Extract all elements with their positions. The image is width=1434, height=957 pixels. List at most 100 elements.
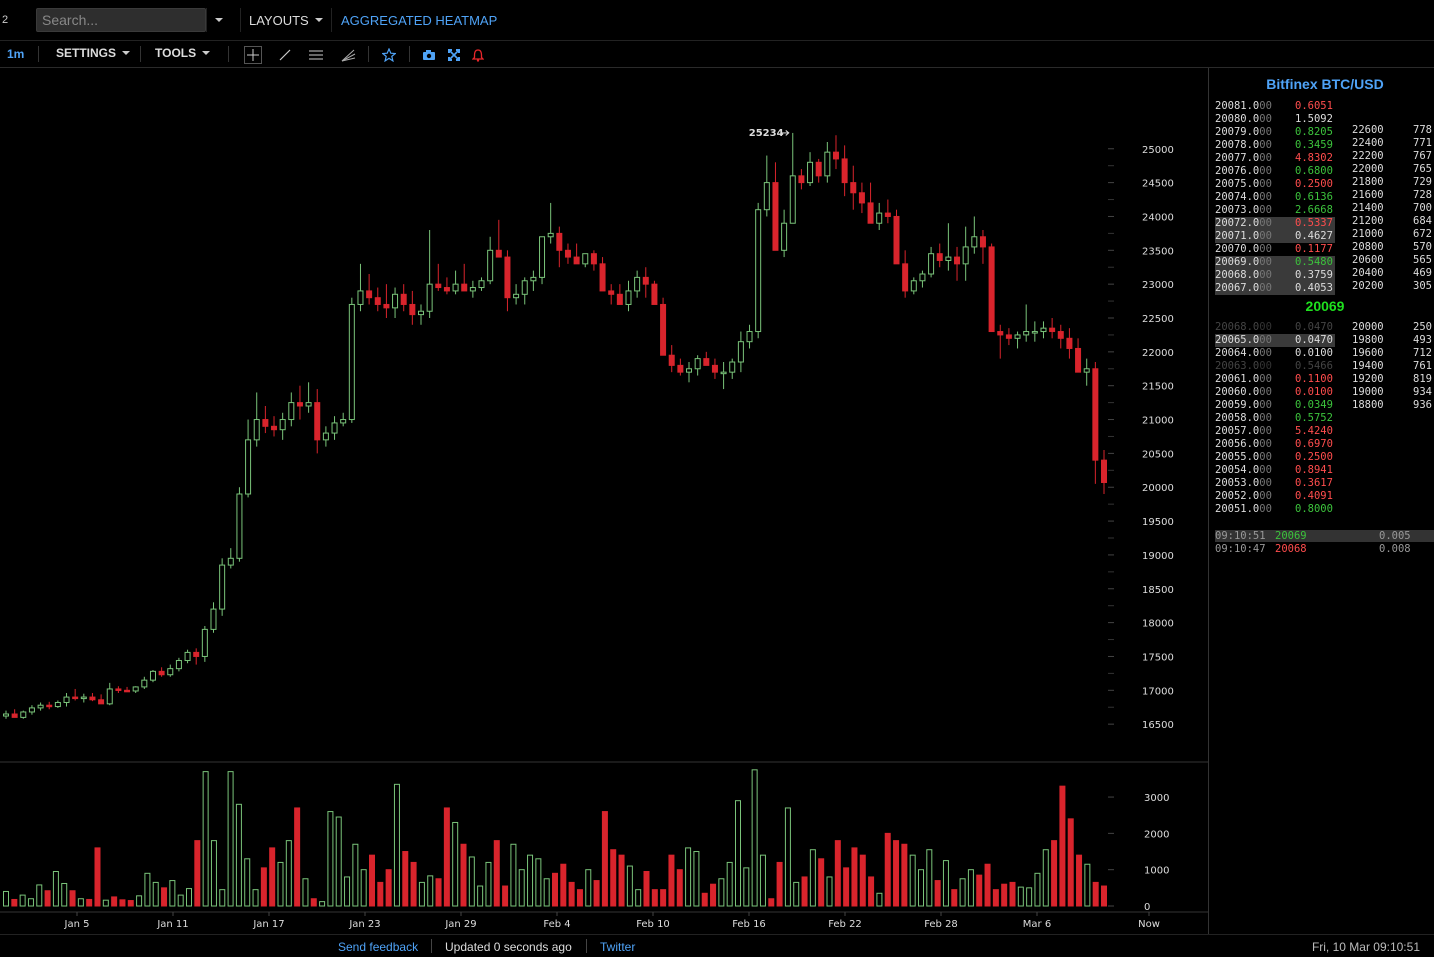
depth-price: 21600: [1352, 189, 1384, 201]
candle-body: [642, 276, 649, 285]
depth-row: 22400 771: [1352, 137, 1432, 150]
volume-bar: [868, 876, 875, 907]
order-book-row[interactable]: 20054.000 0.8941: [1215, 464, 1335, 477]
order-book-row[interactable]: 20081.000 0.6051: [1215, 100, 1335, 113]
order-book-row[interactable]: 20065.000 0.0470: [1215, 334, 1335, 347]
order-amount: 0.2500: [1295, 178, 1333, 190]
order-book-row[interactable]: 20072.000 0.5337: [1215, 217, 1335, 230]
volume-bar: [460, 843, 467, 907]
order-book-row[interactable]: 20052.000 0.4091: [1215, 490, 1335, 503]
order-book-row[interactable]: 20064.000 0.0100: [1215, 347, 1335, 360]
order-book-row[interactable]: 20063.000 0.5466: [1215, 360, 1335, 373]
order-book-row[interactable]: 20051.000 0.8000: [1215, 503, 1335, 516]
order-book-row[interactable]: 20059.000 0.0349: [1215, 399, 1335, 412]
order-book-row[interactable]: 20076.000 0.6800: [1215, 165, 1335, 178]
crosshair-icon[interactable]: [244, 46, 262, 64]
search-input[interactable]: [36, 8, 206, 32]
market-title[interactable]: Bitfinex BTC/USD: [1266, 76, 1384, 92]
order-book-row[interactable]: 20055.000 0.2500: [1215, 451, 1335, 464]
order-book-row[interactable]: 20078.000 0.3459: [1215, 139, 1335, 152]
alert-bell-icon[interactable]: [469, 46, 487, 64]
candle-body: [219, 564, 226, 610]
candle-body: [245, 439, 252, 495]
fib-fan-icon[interactable]: [339, 46, 357, 64]
high-price-annotation: 25234: [749, 128, 784, 139]
price-chart[interactable]: 25000 24500 24000 23500 23000 22500 22000 21500…: [0, 68, 1208, 934]
candle-body: [781, 222, 788, 251]
order-amount: 0.1177: [1295, 243, 1333, 255]
candle-body: [487, 249, 494, 282]
order-price-main: 20063.0: [1215, 360, 1260, 372]
star-icon[interactable]: [380, 46, 398, 64]
depth-volume: 250: [1413, 321, 1432, 333]
order-price-decimals: 00: [1259, 347, 1272, 359]
depth-price: 20200: [1352, 280, 1384, 292]
order-book-row[interactable]: 20077.000 4.8302: [1215, 152, 1335, 165]
settings-menu[interactable]: SETTINGS: [56, 46, 131, 60]
price-tick-label: 21000: [1142, 416, 1174, 427]
order-book-row[interactable]: 20069.000 0.5480: [1215, 256, 1335, 269]
order-book-row[interactable]: 20068.000 0.0470: [1215, 321, 1335, 334]
volume-bar: [385, 869, 392, 907]
order-amount: 0.3459: [1295, 139, 1333, 151]
aggregated-heatmap-link[interactable]: AGGREGATED HEATMAP: [341, 13, 498, 28]
order-book-row[interactable]: 20061.000 0.1100: [1215, 373, 1335, 386]
update-status: Updated 0 seconds ago: [445, 940, 572, 954]
order-book-row[interactable]: 20071.000 0.4627: [1215, 230, 1335, 243]
order-book-row[interactable]: 20053.000 0.3617: [1215, 477, 1335, 490]
order-book-row[interactable]: 20075.000 0.2500: [1215, 178, 1335, 191]
order-book-row[interactable]: 20067.000 0.4053: [1215, 282, 1335, 295]
candle-body: [668, 354, 675, 366]
search-dropdown-button[interactable]: [206, 8, 231, 32]
candle-body: [521, 280, 528, 295]
depth-row: 19000 934: [1352, 386, 1432, 399]
timeframe-selector[interactable]: 1m: [7, 47, 25, 61]
order-price-main: 20053.0: [1215, 477, 1260, 489]
depth-price: 19800: [1352, 334, 1384, 346]
trendline-icon[interactable]: [276, 46, 294, 64]
candle-body: [72, 696, 79, 700]
candle-body: [660, 303, 667, 356]
candle-body: [772, 182, 779, 251]
order-book-row[interactable]: 20060.000 0.0100: [1215, 386, 1335, 399]
order-book-row[interactable]: 20073.000 2.6668: [1215, 204, 1335, 217]
order-book-row[interactable]: 20057.000 5.4240: [1215, 425, 1335, 438]
top-bar: 2 LAYOUTS AGGREGATED HEATMAP: [0, 0, 1434, 41]
order-book-row[interactable]: 20068.000 0.3759: [1215, 269, 1335, 282]
volume-bar: [718, 878, 725, 907]
order-book-row[interactable]: 20070.000 0.1177: [1215, 243, 1335, 256]
twitter-link[interactable]: Twitter: [600, 940, 636, 954]
send-feedback-link[interactable]: Send feedback: [338, 940, 419, 954]
candle-body: [884, 212, 891, 217]
order-book-row[interactable]: 20056.000 0.6970: [1215, 438, 1335, 451]
order-amount: 0.8000: [1295, 503, 1333, 515]
volume-bar: [369, 854, 375, 907]
order-price-decimals: 00: [1259, 230, 1272, 242]
order-price-decimals: 00: [1259, 425, 1272, 437]
order-book-row[interactable]: 20058.000 0.5752: [1215, 412, 1335, 425]
candle-body: [366, 290, 373, 299]
volume-bar: [360, 869, 367, 907]
fullscreen-icon[interactable]: [445, 46, 463, 64]
volume-bar: [701, 892, 708, 907]
order-book-row[interactable]: 20074.000 0.6136: [1215, 191, 1335, 204]
layouts-menu[interactable]: LAYOUTS: [240, 8, 332, 32]
tools-menu[interactable]: TOOLS: [155, 46, 211, 60]
candle-body: [504, 256, 511, 299]
volume-bar: [1026, 887, 1033, 907]
horizontal-lines-icon[interactable]: [307, 46, 325, 64]
candle-body: [1092, 368, 1099, 461]
order-amount: 0.3617: [1295, 477, 1333, 489]
depth-price: 21400: [1352, 202, 1384, 214]
order-price-main: 20077.0: [1215, 152, 1260, 164]
order-book-row[interactable]: 20080.000 1.5092: [1215, 113, 1335, 126]
camera-icon[interactable]: [420, 46, 438, 64]
candle-body: [547, 232, 554, 238]
candlestick-chart-svg[interactable]: 25000 24500 24000 23500 23000 22500 22000 21500…: [0, 68, 1208, 934]
candle-body: [400, 293, 407, 305]
candle-body: [227, 557, 234, 566]
order-book-row[interactable]: 20079.000 0.8205: [1215, 126, 1335, 139]
candle-body: [530, 276, 537, 282]
depth-price: 19400: [1352, 360, 1384, 372]
depth-volume: 761: [1413, 360, 1432, 372]
